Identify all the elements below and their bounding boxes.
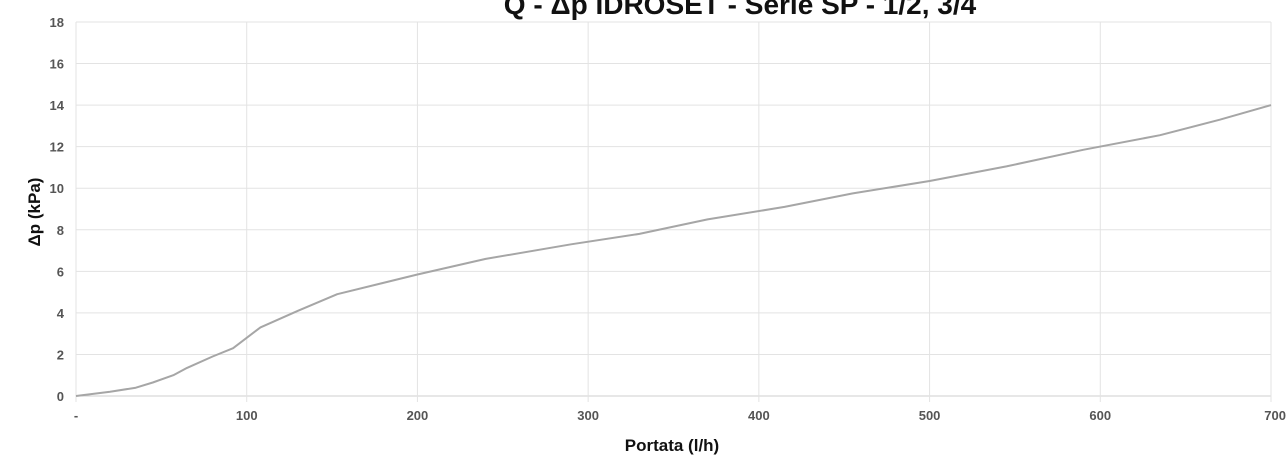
- x-axis-ticks: - 100 200 300 400 500 600 700: [74, 408, 1286, 423]
- x-tick-label: -: [74, 408, 78, 423]
- series-line: [75, 104, 1272, 397]
- chart-title: Q - Δp IDROSET - Serie SP - 1/2, 3/4: [504, 0, 977, 20]
- y-axis-ticks: 0 2 4 6 8 10 12 14 16 18: [50, 15, 65, 404]
- grid-lines: [75, 21, 1272, 402]
- y-tick-label: 16: [50, 57, 64, 72]
- x-tick-label: 700: [1264, 408, 1286, 423]
- y-tick-label: 0: [57, 389, 64, 404]
- y-tick-label: 8: [57, 223, 64, 238]
- x-tick-label: 400: [748, 408, 770, 423]
- y-tick-label: 14: [50, 98, 65, 113]
- x-tick-label: 200: [407, 408, 429, 423]
- y-tick-label: 4: [57, 306, 65, 321]
- y-tick-label: 18: [50, 15, 64, 30]
- x-tick-label: 300: [577, 408, 599, 423]
- y-tick-label: 6: [57, 264, 64, 279]
- x-tick-label: 100: [236, 408, 258, 423]
- y-axis-title: Δp (kPa): [25, 178, 44, 247]
- x-tick-label: 500: [919, 408, 941, 423]
- y-tick-label: 12: [50, 140, 64, 155]
- x-tick-label: 600: [1089, 408, 1111, 423]
- x-axis-title: Portata (l/h): [625, 436, 719, 455]
- y-tick-label: 2: [57, 347, 64, 362]
- y-tick-label: 10: [50, 181, 64, 196]
- series-group: [75, 104, 1272, 397]
